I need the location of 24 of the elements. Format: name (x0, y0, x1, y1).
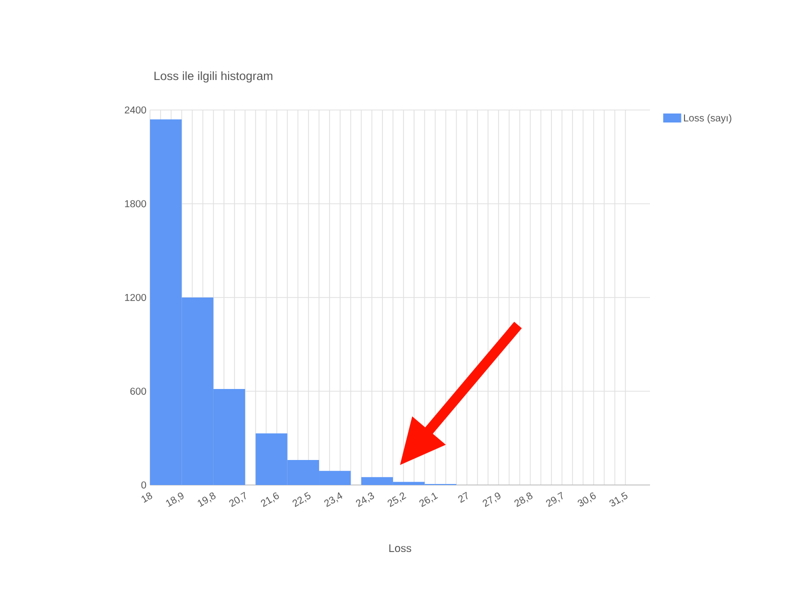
x-tick-label: 19,8 (198, 492, 216, 507)
x-axis-title: Loss (389, 544, 412, 552)
x-tick-label: 25,2 (388, 492, 406, 507)
y-tick-label: 1200 (125, 294, 146, 302)
x-tick-label: 23,4 (324, 492, 342, 507)
x-tick-label: 31,5 (609, 492, 628, 506)
x-tick-label: 27 (458, 492, 468, 503)
x-tick-label: 18,9 (166, 492, 184, 507)
chart-title: Loss ile ilgili histogram (154, 71, 272, 82)
x-tick-label: 27,9 (482, 492, 500, 507)
x-tick-label: 20,7 (229, 492, 246, 507)
y-tick-label: 2400 (124, 106, 146, 114)
legend-label: Loss (sayı) (684, 114, 732, 124)
x-tick-label: 22,5 (292, 492, 311, 507)
y-tick-label: 1800 (125, 200, 146, 208)
x-tick-label: 29,7 (546, 492, 563, 507)
x-tick-label: 28,8 (514, 492, 532, 507)
x-tick-label: 26,1 (419, 492, 438, 507)
y-tick-label: 0 (141, 481, 146, 489)
x-tick-label: 18 (142, 492, 152, 503)
x-tick-label: 30,6 (578, 492, 596, 506)
x-tick-label: 21,6 (260, 492, 279, 507)
x-tick-label: 24,3 (356, 492, 374, 507)
y-tick-label: 600 (130, 388, 146, 395)
